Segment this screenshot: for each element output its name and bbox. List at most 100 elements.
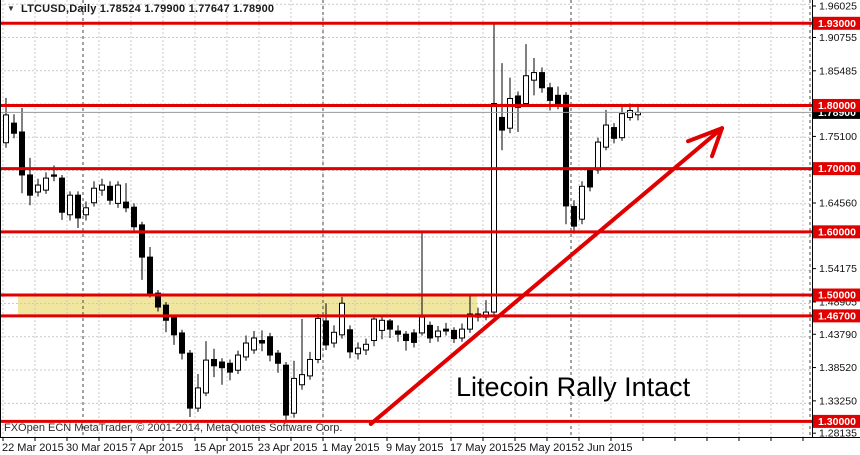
time-axis-label: 22 Mar 2015: [2, 442, 64, 454]
candle-body: [555, 94, 561, 106]
candle-body: [379, 319, 385, 331]
candle-body: [627, 110, 633, 118]
candle-body: [3, 114, 9, 144]
time-axis-label: 9 May 2015: [386, 442, 443, 454]
candle-body: [203, 359, 209, 394]
candle-body: [507, 97, 513, 129]
candle-body: [307, 358, 313, 377]
candle-body: [363, 343, 369, 351]
price-axis-label: 1.28135: [819, 428, 857, 440]
price-level-badge: 1.60000: [818, 226, 856, 238]
candle-body: [603, 124, 609, 148]
candle-body: [51, 174, 57, 177]
candle-body: [547, 87, 553, 101]
candle-body: [323, 320, 329, 346]
candle-body: [35, 184, 41, 193]
time-axis-label: 15 Apr 2015: [194, 442, 253, 454]
candle-body: [11, 122, 17, 134]
candle-body: [459, 328, 465, 339]
price-axis-label: 1.90755: [819, 32, 857, 44]
candle-body: [123, 201, 129, 209]
candle-body: [59, 177, 65, 213]
candle-body: [235, 354, 241, 371]
candle-body: [27, 174, 33, 196]
candle-body: [515, 95, 521, 108]
candle-body: [427, 324, 433, 339]
candle-body: [251, 337, 257, 351]
trend-arrow-shaft[interactable]: [368, 126, 724, 426]
time-axis-label: 17 May 2015: [450, 442, 514, 454]
candle-body: [331, 331, 337, 344]
candle-body: [595, 141, 601, 171]
candle-body: [539, 72, 545, 89]
price-level-badge-bg: [813, 225, 860, 239]
price-axis-label: 1.43790: [819, 329, 857, 341]
terminal-copyright-label: FXOpen ECN MetaTrader, © 2001-2014, Meta…: [4, 422, 343, 434]
candle-body: [19, 131, 25, 176]
candle-body: [107, 185, 113, 201]
price-level-badge-bg: [813, 288, 860, 302]
time-axis-label: 2 Jun 2015: [578, 442, 632, 454]
candle-body: [451, 329, 457, 340]
candle-body: [395, 330, 401, 335]
candle-body: [587, 170, 593, 188]
candle-body: [227, 362, 233, 373]
candle-body: [531, 72, 537, 81]
candle-body: [523, 75, 529, 105]
candle-body: [347, 329, 353, 353]
candle-body: [419, 316, 425, 334]
price-level-badge: 1.30000: [818, 416, 856, 428]
candle-body: [355, 347, 361, 355]
candle-body: [387, 320, 393, 330]
candle-body: [491, 103, 497, 313]
price-level-badge-bg: [813, 16, 860, 30]
candle-body: [139, 224, 145, 258]
candle-body: [283, 364, 289, 416]
candle-body: [611, 127, 617, 139]
price-axis-label: 1.64560: [819, 198, 857, 210]
candle-body: [275, 352, 281, 364]
trend-arrow-barb: [710, 126, 724, 159]
candle-body: [99, 184, 105, 191]
chart-title-ohlc-quote: LTCUSD,Daily 1.78524 1.79900 1.77647 1.7…: [21, 3, 275, 15]
candle-body: [115, 184, 121, 204]
candle-body: [179, 332, 185, 354]
trend-arrow-barb: [686, 126, 724, 144]
candle-body: [195, 387, 201, 409]
price-axis-label: 1.33250: [819, 395, 857, 407]
candle-body: [299, 374, 305, 386]
candle-body: [147, 256, 153, 295]
price-axis-label: 1.75100: [819, 131, 857, 143]
annotation-text[interactable]: Litecoin Rally Intact: [456, 372, 691, 402]
candle-body: [563, 94, 569, 207]
candle-body: [155, 292, 161, 308]
symbol-dropdown-icon[interactable]: ▼: [7, 4, 15, 13]
time-axis-label: 25 May 2015: [514, 442, 578, 454]
candle-body: [259, 340, 265, 344]
candle-body: [243, 342, 249, 358]
candle-body: [291, 377, 297, 414]
candle-body: [435, 330, 441, 338]
candle-body: [187, 352, 193, 409]
time-axis-label: 7 Apr 2015: [130, 442, 183, 454]
candle-body: [83, 207, 89, 216]
price-axis-label: 1.54175: [819, 263, 857, 275]
candle-body: [499, 116, 505, 131]
price-level-badge: 1.93000: [818, 18, 856, 30]
price-level-badge-bg: [813, 98, 860, 112]
candle-body: [571, 206, 577, 227]
candle-body: [339, 302, 345, 336]
candle-body: [371, 318, 377, 342]
candle-body: [315, 317, 321, 360]
candle-body: [443, 328, 449, 332]
candle-body: [267, 336, 273, 356]
price-level-badge: 1.50000: [818, 290, 856, 302]
candle-body: [43, 177, 49, 191]
candle-body: [403, 333, 409, 342]
candle-body: [75, 194, 81, 219]
price-level-badge: 1.46700: [818, 310, 856, 322]
support-zone-rectangle[interactable]: [18, 295, 478, 316]
